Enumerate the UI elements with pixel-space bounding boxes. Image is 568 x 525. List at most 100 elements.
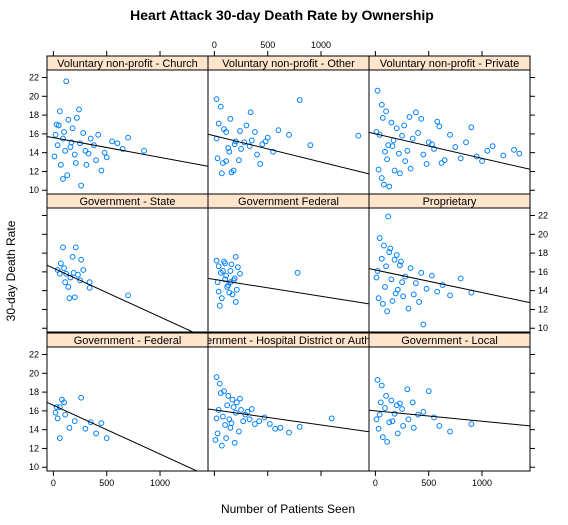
y-tick-label: 22 <box>29 350 39 360</box>
data-point <box>374 376 381 383</box>
y-tick-label: 22 <box>29 73 39 83</box>
data-point <box>227 424 234 431</box>
data-point <box>434 118 441 125</box>
data-point <box>234 264 241 271</box>
data-point <box>382 148 388 155</box>
data-point <box>62 147 69 154</box>
data-point <box>64 172 71 179</box>
data-point <box>382 405 388 411</box>
panel-label: Voluntary non-profit - Private <box>380 58 519 70</box>
points <box>52 394 110 442</box>
data-point <box>232 299 239 305</box>
data-point <box>388 119 395 126</box>
data-point <box>415 130 421 136</box>
data-point <box>125 292 131 299</box>
panel-strip <box>47 56 208 70</box>
panel-2: Voluntary non-profit - Private <box>368 55 531 195</box>
points <box>213 96 362 177</box>
panel-border <box>207 193 370 333</box>
panel-border <box>368 193 531 333</box>
data-point <box>425 388 432 395</box>
data-point <box>223 435 230 442</box>
data-point <box>413 280 419 287</box>
data-point <box>231 275 238 282</box>
data-point <box>447 131 453 138</box>
panel-strip <box>208 56 369 70</box>
data-point <box>296 97 303 103</box>
data-point <box>218 170 225 177</box>
data-point <box>93 157 99 164</box>
data-point <box>216 380 223 387</box>
panel-border <box>46 332 209 472</box>
panel-label: Voluntary non-profit - Church <box>57 58 198 70</box>
data-point <box>85 150 92 157</box>
data-point <box>214 430 221 437</box>
panel-8: Government - Local <box>368 332 531 472</box>
y-tick-label: 12 <box>29 166 39 176</box>
data-point <box>270 148 276 155</box>
data-point <box>93 430 99 437</box>
data-point <box>225 145 232 151</box>
panel-border <box>46 193 209 333</box>
data-point <box>213 415 220 422</box>
data-point <box>373 274 380 281</box>
data-point <box>63 270 70 277</box>
data-point <box>229 396 236 403</box>
data-point <box>232 253 239 260</box>
y-axis-label: 30-day Death Rate <box>4 220 18 321</box>
data-point <box>228 261 235 268</box>
data-point <box>375 166 382 173</box>
data-point <box>431 146 437 152</box>
data-point <box>383 108 389 115</box>
chart-title: Heart Attack 30-day Death Rate by Owners… <box>130 7 434 23</box>
data-point <box>54 142 61 149</box>
data-point <box>52 409 59 416</box>
fit-line <box>369 268 530 304</box>
data-point <box>385 213 392 220</box>
data-point <box>382 284 388 290</box>
data-point <box>410 424 417 431</box>
data-point <box>65 116 72 123</box>
data-point <box>384 156 391 163</box>
data-point <box>62 411 69 418</box>
data-point <box>286 429 292 436</box>
data-point <box>73 115 80 121</box>
data-point <box>56 435 63 442</box>
panel-1: Voluntary non-profit - Other <box>207 55 370 195</box>
data-point <box>71 418 78 425</box>
data-point <box>60 244 66 251</box>
data-point <box>409 135 416 142</box>
data-point <box>393 252 400 258</box>
data-point <box>489 143 496 149</box>
data-point <box>257 161 264 167</box>
data-point <box>420 321 427 328</box>
data-point <box>395 150 402 157</box>
data-point <box>76 106 82 113</box>
data-point <box>447 292 453 299</box>
data-point <box>434 288 441 295</box>
data-point <box>246 143 253 149</box>
points <box>213 253 301 309</box>
y-tick-label: 12 <box>29 443 39 453</box>
data-point <box>452 144 459 150</box>
y-tick-label: 20 <box>29 91 39 101</box>
data-point <box>405 416 412 423</box>
data-point <box>55 122 62 129</box>
panel-strip <box>47 194 208 208</box>
data-point <box>78 182 85 189</box>
panel-border <box>368 55 531 195</box>
data-point <box>429 272 435 279</box>
data-point <box>420 408 427 415</box>
data-point <box>222 276 228 283</box>
fit-line <box>47 135 208 167</box>
y-tick-label: 18 <box>29 387 39 397</box>
data-point <box>516 150 523 157</box>
y-tick-label: 14 <box>29 148 39 158</box>
y-tick-label: 14 <box>29 425 39 435</box>
data-point <box>388 276 395 283</box>
data-point <box>248 406 255 412</box>
panel-0: Voluntary non-profit - Church <box>46 55 209 195</box>
data-point <box>277 424 284 431</box>
data-point <box>78 256 85 263</box>
data-point <box>413 109 419 116</box>
